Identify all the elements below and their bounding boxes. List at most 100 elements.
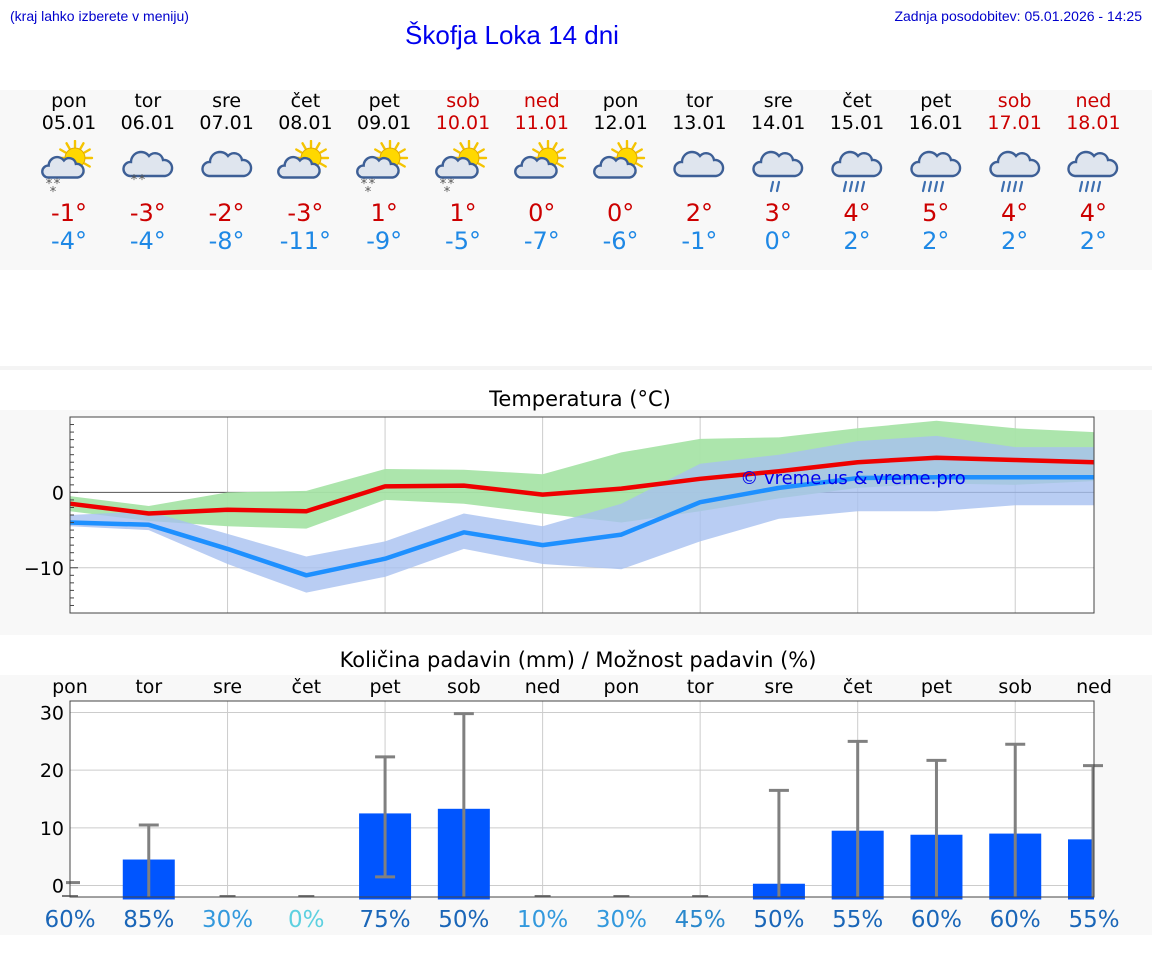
snowflake: * xyxy=(448,177,455,192)
cloud xyxy=(41,155,85,179)
day-date: 16.01 xyxy=(908,112,963,134)
temp-min: -7° xyxy=(523,227,560,255)
forecast-day: sob 10.01 * * * 1° -5° xyxy=(423,90,503,255)
sun-ray xyxy=(59,148,67,154)
sun-ray xyxy=(538,142,544,150)
sun-ray xyxy=(301,142,308,150)
sun-ray xyxy=(83,162,91,168)
raindrop xyxy=(1097,180,1102,193)
forecast-day: pet 09.01 * * * 1° -9° xyxy=(344,90,424,255)
temp-min: -9° xyxy=(366,227,403,255)
x-day-label: pet xyxy=(921,676,952,698)
sun-ray xyxy=(459,142,465,150)
cloud-shape xyxy=(831,150,883,178)
precip-probability: 10% xyxy=(517,907,568,933)
sun-ray xyxy=(630,142,637,150)
location-hint: (kraj lahko izberete v meniju) xyxy=(10,8,189,24)
sun-cloud-icon xyxy=(512,139,572,196)
x-day-label: sob xyxy=(447,676,481,698)
sun-ray xyxy=(295,148,304,154)
sun-cloud-icon xyxy=(591,139,651,196)
cloud-rain-icon xyxy=(827,140,887,196)
raindrop xyxy=(1000,180,1005,193)
sun-ray xyxy=(477,162,485,168)
plot-frame xyxy=(69,700,1095,898)
day-date: 10.01 xyxy=(435,112,491,134)
x-day-label: sob xyxy=(998,676,1032,698)
error-bar xyxy=(1083,764,1103,897)
day-date: 18.01 xyxy=(1066,112,1121,134)
temp-min: -5° xyxy=(445,227,481,255)
cloud-rain-icon xyxy=(906,140,966,196)
cloud xyxy=(988,150,1040,178)
temp-max: 4° xyxy=(1079,199,1108,227)
day-date: 15.01 xyxy=(829,112,885,134)
precip-probability: 75% xyxy=(360,907,411,933)
x-day-label: pon xyxy=(52,676,88,698)
cloud-rain-light-icon xyxy=(748,140,808,196)
page-title: Škofja Loka 14 dni xyxy=(405,20,619,50)
temp-min: 2° xyxy=(843,227,871,255)
y-tick-label: 10 xyxy=(40,818,64,840)
raindrop xyxy=(927,180,932,193)
precip-probability: 55% xyxy=(1068,907,1119,933)
error-bar xyxy=(453,712,474,897)
raindrop xyxy=(854,180,860,193)
sun-cloud-snow-icon: * * * xyxy=(39,139,99,200)
day-date: 08.01 xyxy=(278,112,333,134)
day-name: ned xyxy=(523,90,560,112)
snowflake: * xyxy=(369,177,376,192)
forecast-day: ned 11.01 0° -7° xyxy=(502,90,582,255)
forecast-day: sre 07.01 -2° -8° xyxy=(187,90,267,255)
temp-min: 0° xyxy=(764,227,792,255)
forecast-day: pon 12.01 0° -6° xyxy=(581,90,661,255)
day-date: 14.01 xyxy=(750,112,806,134)
raindrop xyxy=(848,180,854,193)
precip-probability: 50% xyxy=(438,907,489,933)
raindrop xyxy=(842,180,848,193)
x-day-label: ned xyxy=(1076,676,1112,698)
forecast-strip: pon 05.01 * * * -1° -4° tor 06.01 * * -3° -4° sre 07.0… xyxy=(0,90,1152,270)
day-name: ned xyxy=(1075,90,1112,112)
precip-probability: 45% xyxy=(675,907,726,933)
sun-ray xyxy=(65,142,71,150)
cloud xyxy=(200,150,252,178)
y-tick-label: 30 xyxy=(40,703,64,725)
sun-cloud-snow-icon: * * * xyxy=(433,139,493,200)
sun-ray xyxy=(83,148,91,154)
cloud-shape xyxy=(592,155,637,179)
day-date: 07.01 xyxy=(199,112,254,134)
precip-probability: 60% xyxy=(44,907,95,933)
temp-min: -6° xyxy=(602,227,639,255)
cloud-rain-icon xyxy=(1063,140,1123,196)
cloud xyxy=(356,155,400,179)
max-temp-line xyxy=(69,455,1095,516)
cloud-shape xyxy=(673,150,725,178)
cloud xyxy=(910,150,962,178)
error-bar xyxy=(847,739,868,897)
snowflake: * xyxy=(365,185,372,196)
snowflake: * xyxy=(139,173,146,188)
forecast-day: tor 06.01 * * -3° -4° xyxy=(108,90,188,255)
forecast-day: pon 05.01 * * * -1° -4° xyxy=(29,90,109,255)
x-day-label: sre xyxy=(213,676,242,698)
sun-cloud-icon xyxy=(275,139,335,196)
cloud-shape xyxy=(752,150,804,178)
cloud xyxy=(592,155,637,179)
cloud xyxy=(277,155,322,179)
sun-ray xyxy=(531,148,540,154)
cloud-shape xyxy=(122,150,174,178)
x-day-label: sre xyxy=(764,676,793,698)
forecast-day: sob 17.01 4° 2° xyxy=(975,90,1055,255)
precip-chart-title: Količina padavin (mm) / Možnost padavin … xyxy=(339,648,817,672)
sun-ray xyxy=(552,142,558,150)
cloud-shape xyxy=(435,155,479,179)
min-temp-band xyxy=(70,435,1094,593)
watermark: © vreme.us & vreme.pro xyxy=(740,468,966,489)
cloud-shape xyxy=(988,150,1040,178)
raindrop xyxy=(933,180,938,193)
cloud xyxy=(1067,150,1119,178)
sun-ray xyxy=(634,162,643,168)
day-name: sre xyxy=(763,90,793,112)
cloud-shape xyxy=(200,150,252,178)
